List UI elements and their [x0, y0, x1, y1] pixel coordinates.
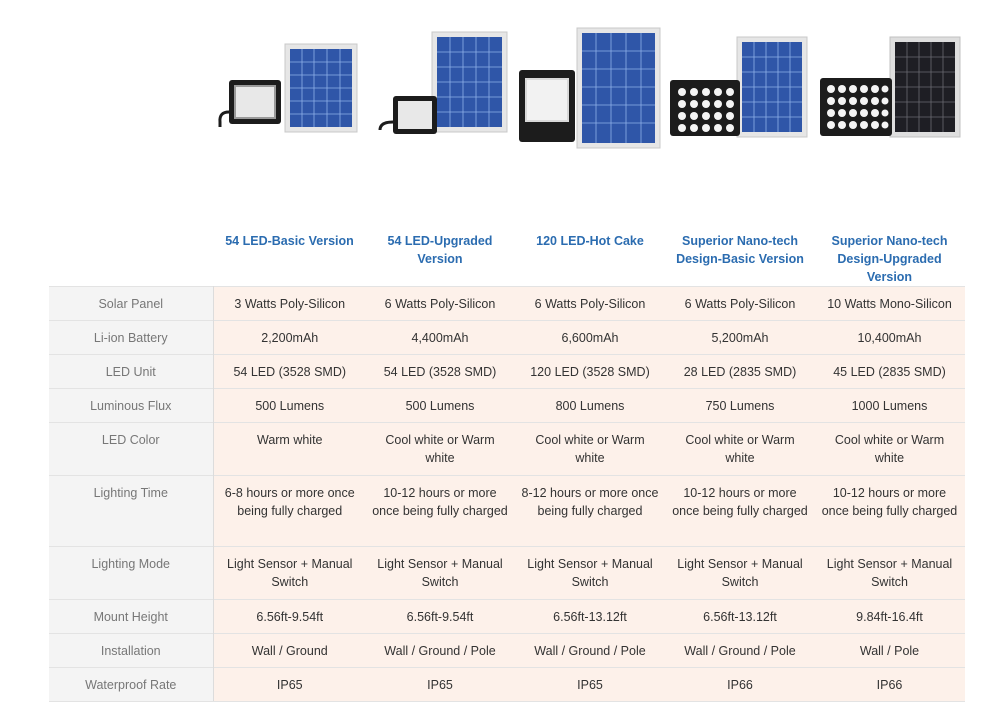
table-cell: 10-12 hours or more once being fully cha…	[666, 475, 814, 547]
54-led-basic-product-image	[215, 22, 365, 157]
column-header-line: Superior Nano-tech	[831, 234, 948, 248]
row-label: Luminous Flux	[49, 388, 214, 423]
table-row: Li-ion Battery 2,200mAh 4,400mAh 6,600mA…	[49, 320, 965, 355]
column-header: 54 LED-Basic Version	[213, 222, 366, 287]
row-label: LED Unit	[49, 354, 214, 389]
table-row: Lighting Time 6-8 hours or more once bei…	[49, 475, 965, 547]
row-label: Lighting Mode	[49, 546, 214, 600]
table-cell: IP65	[366, 667, 514, 702]
product-images-row	[215, 22, 970, 157]
table-cell: Cool white or Warm white	[514, 422, 666, 476]
row-label: Waterproof Rate	[49, 667, 214, 702]
120-led-hot-cake-product-image	[517, 22, 667, 157]
table-cell: IP65	[213, 667, 366, 702]
table-cell: Wall / Ground / Pole	[666, 633, 814, 668]
table-cell: 800 Lumens	[514, 388, 666, 423]
table-row: Lighting Mode Light Sensor + Manual Swit…	[49, 546, 965, 600]
column-header-line: 54 LED-Basic Version	[225, 234, 354, 248]
column-header-line: Design-Upgraded Version	[837, 252, 942, 284]
table-row: LED Color Warm white Cool white or Warm …	[49, 422, 965, 476]
table-cell: 6.56ft-9.54ft	[213, 599, 366, 634]
column-header-line: Design-Basic Version	[676, 252, 804, 266]
table-cell: IP66	[814, 667, 965, 702]
54-led-upgraded-product-image	[370, 22, 520, 157]
table-cell: 5,200mAh	[666, 320, 814, 355]
nano-tech-basic-product-image	[667, 22, 817, 157]
table-cell: Wall / Ground / Pole	[366, 633, 514, 668]
table-cell: 500 Lumens	[366, 388, 514, 423]
table-cell: IP65	[514, 667, 666, 702]
row-label: Mount Height	[49, 599, 214, 634]
table-row: Solar Panel 3 Watts Poly-Silicon 6 Watts…	[49, 286, 965, 321]
table-cell: 10-12 hours or more once being fully cha…	[814, 475, 965, 547]
table-cell: Light Sensor + Manual Switch	[213, 546, 366, 600]
nano-tech-upgraded-product-image	[817, 22, 967, 157]
row-label: Li-ion Battery	[49, 320, 214, 355]
table-cell: 6.56ft-13.12ft	[514, 599, 666, 634]
column-header: 54 LED-Upgraded Version	[366, 222, 514, 287]
table-cell: Wall / Pole	[814, 633, 965, 668]
table-cell: 6.56ft-13.12ft	[666, 599, 814, 634]
table-row: Mount Height 6.56ft-9.54ft 6.56ft-9.54ft…	[49, 599, 965, 634]
row-label: Lighting Time	[49, 475, 214, 547]
table-cell: Light Sensor + Manual Switch	[366, 546, 514, 600]
table-row: Waterproof Rate IP65 IP65 IP65 IP66 IP66	[49, 667, 965, 702]
table-cell: 45 LED (2835 SMD)	[814, 354, 965, 389]
table-cell: 54 LED (3528 SMD)	[366, 354, 514, 389]
table-cell: Cool white or Warm white	[666, 422, 814, 476]
table-row: Luminous Flux 500 Lumens 500 Lumens 800 …	[49, 388, 965, 423]
column-header: Superior Nano-tech Design-Basic Version	[666, 222, 814, 287]
table-cell: 2,200mAh	[213, 320, 366, 355]
table-cell: 6 Watts Poly-Silicon	[366, 286, 514, 321]
table-cell: Cool white or Warm white	[366, 422, 514, 476]
row-label: Installation	[49, 633, 214, 668]
table-cell: 3 Watts Poly-Silicon	[213, 286, 366, 321]
table-cell: 9.84ft-16.4ft	[814, 599, 965, 634]
table-cell: 10-12 hours or more once being fully cha…	[366, 475, 514, 547]
table-cell: 10 Watts Mono-Silicon	[814, 286, 965, 321]
table-cell: 1000 Lumens	[814, 388, 965, 423]
table-cell: Light Sensor + Manual Switch	[514, 546, 666, 600]
table-cell: Wall / Ground	[213, 633, 366, 668]
column-header: 120 LED-Hot Cake	[514, 222, 666, 287]
row-label: LED Color	[49, 422, 214, 476]
header-row: 54 LED-Basic Version 54 LED-Upgraded Vers…	[49, 222, 965, 287]
table-cell: 6 Watts Poly-Silicon	[666, 286, 814, 321]
table-cell: 4,400mAh	[366, 320, 514, 355]
table-cell: Light Sensor + Manual Switch	[814, 546, 965, 600]
column-header-line: 120 LED-Hot Cake	[536, 234, 644, 248]
table-cell: IP66	[666, 667, 814, 702]
row-label: Solar Panel	[49, 286, 214, 321]
table-cell: 6-8 hours or more once being fully charg…	[213, 475, 366, 547]
table-row: LED Unit 54 LED (3528 SMD) 54 LED (3528 …	[49, 354, 965, 389]
table-row: Installation Wall / Ground Wall / Ground…	[49, 633, 965, 668]
table-cell: Light Sensor + Manual Switch	[666, 546, 814, 600]
table-cell: 10,400mAh	[814, 320, 965, 355]
table-cell: 54 LED (3528 SMD)	[213, 354, 366, 389]
table-cell: Cool white or Warm white	[814, 422, 965, 476]
table-cell: 120 LED (3528 SMD)	[514, 354, 666, 389]
column-header-line: Superior Nano-tech	[682, 234, 798, 248]
table-cell: Wall / Ground / Pole	[514, 633, 666, 668]
comparison-table: 54 LED-Basic Version 54 LED-Upgraded Vers…	[49, 222, 965, 702]
column-header: Superior Nano-tech Design-Upgraded Versio…	[814, 222, 965, 287]
table-cell: 6 Watts Poly-Silicon	[514, 286, 666, 321]
column-header-line: 54 LED-Upgraded	[387, 234, 493, 248]
table-cell: 8-12 hours or more once being fully char…	[514, 475, 666, 547]
header-blank-cell	[49, 222, 213, 287]
table-cell: 6.56ft-9.54ft	[366, 599, 514, 634]
table-cell: Warm white	[213, 422, 366, 476]
table-cell: 500 Lumens	[213, 388, 366, 423]
table-cell: 750 Lumens	[666, 388, 814, 423]
table-cell: 6,600mAh	[514, 320, 666, 355]
column-header-line: Version	[417, 252, 463, 266]
table-cell: 28 LED (2835 SMD)	[666, 354, 814, 389]
